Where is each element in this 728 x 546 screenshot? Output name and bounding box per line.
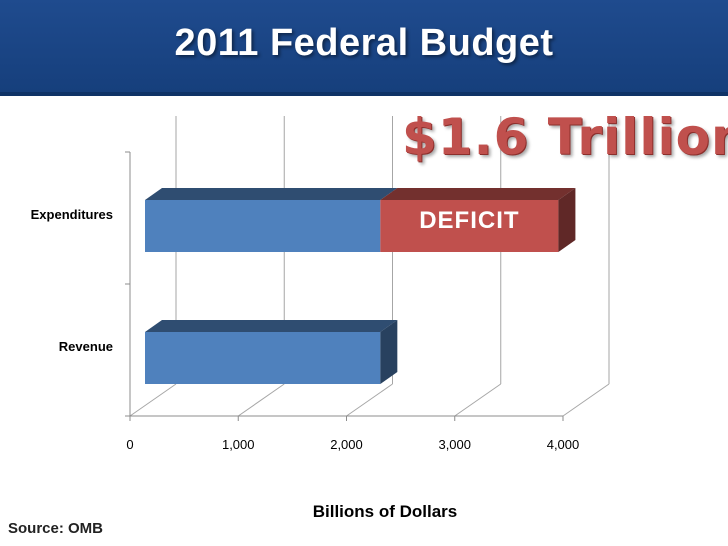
x-tick-label: 2,000 xyxy=(330,437,363,452)
floor-gridline xyxy=(346,383,393,417)
floor-gridline xyxy=(454,383,502,417)
x-tick-label: 4,000 xyxy=(547,437,580,452)
x-tick-label: 1,000 xyxy=(222,437,255,452)
bar-segment xyxy=(145,200,381,252)
deficit-label: DEFICIT xyxy=(419,207,519,234)
title-banner-rule xyxy=(0,92,728,96)
x-axis-title: Billions of Dollars xyxy=(313,502,458,521)
bar-side-face xyxy=(380,320,398,384)
bar-segment xyxy=(145,332,381,384)
bar-segment xyxy=(380,200,559,252)
bar-top-face xyxy=(380,188,576,200)
floor-gridline xyxy=(237,383,285,417)
floor-gridline xyxy=(562,383,610,417)
slide-title: 2011 Federal Budget xyxy=(174,22,554,64)
y-tick-label: Revenue xyxy=(59,339,113,354)
floor-gridline xyxy=(129,383,177,417)
bar-side-face xyxy=(558,188,576,252)
deficit-callout: $1.6 Trillion xyxy=(402,108,728,166)
y-tick-label: Expenditures xyxy=(31,207,113,222)
title-banner xyxy=(0,0,728,92)
x-tick-label: 3,000 xyxy=(438,437,471,452)
bar-top-face xyxy=(145,320,398,332)
source-note: Source: OMB xyxy=(8,520,104,537)
bar-top-face xyxy=(145,188,398,200)
x-tick-label: 0 xyxy=(126,437,133,452)
